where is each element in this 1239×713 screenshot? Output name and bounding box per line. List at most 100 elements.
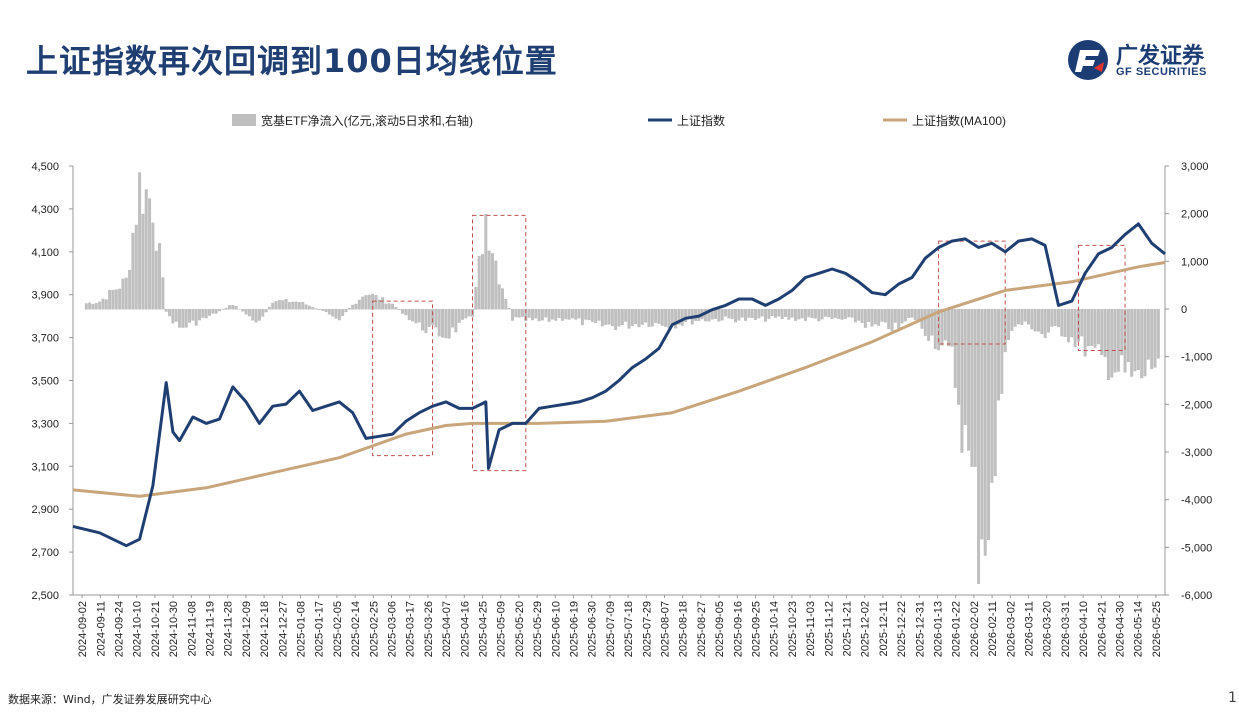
etf-flow-bar — [1017, 309, 1021, 325]
etf-flow-bar — [194, 309, 198, 326]
etf-flow-bar — [1023, 309, 1027, 322]
y-right-tick-label: -5,000 — [1181, 542, 1212, 554]
x-tick-label: 2026-04-10 — [1078, 601, 1090, 657]
etf-flow-bar — [437, 309, 441, 337]
etf-flow-bar — [381, 297, 385, 310]
ma100-line — [72, 261, 1166, 498]
etf-flow-bar — [517, 309, 521, 318]
etf-flow-bar — [284, 298, 288, 310]
etf-flow-bar — [417, 309, 421, 323]
etf-flow-bar — [840, 309, 844, 320]
etf-flow-bar — [464, 309, 468, 319]
etf-flow-bar — [817, 309, 821, 322]
etf-flow-bar — [131, 232, 135, 310]
etf-flow-bar — [1120, 309, 1124, 356]
x-tick-label: 2025-04-16 — [459, 601, 471, 657]
etf-flow-bar — [677, 309, 681, 325]
page-title: 上证指数再次回调到100日均线位置 — [26, 42, 558, 80]
etf-flow-bar — [647, 309, 651, 327]
etf-flow-bar — [134, 224, 138, 310]
x-tick-label: 2025-03-17 — [405, 601, 417, 657]
etf-flow-bar — [158, 243, 162, 310]
etf-flow-bar — [1050, 309, 1054, 327]
etf-flow-bar — [98, 301, 102, 310]
etf-flow-bar — [441, 309, 445, 338]
etf-flow-bar — [457, 309, 461, 323]
etf-flow-bar — [1090, 309, 1094, 346]
etf-flow-bar — [970, 309, 974, 467]
etf-flow-bar — [510, 309, 514, 321]
etf-flow-bar — [530, 309, 534, 321]
x-tick-label: 2024-12-27 — [277, 601, 289, 657]
etf-flow-bar — [567, 309, 571, 320]
etf-flow-bar — [597, 309, 601, 321]
etf-flow-bar — [943, 309, 947, 341]
etf-flow-bar — [527, 309, 531, 318]
etf-flow-bar — [241, 309, 245, 312]
x-tick-label: 2025-11-12 — [823, 601, 835, 656]
etf-flow-bar — [913, 309, 917, 321]
etf-flow-bar — [757, 309, 761, 319]
etf-flow-bar — [524, 309, 528, 322]
etf-flow-bar — [973, 309, 977, 467]
etf-flow-bar — [880, 309, 884, 322]
x-tick-label: 2026-05-25 — [1151, 601, 1163, 657]
etf-flow-bar — [620, 309, 624, 326]
x-tick-label: 2026-01-13 — [933, 601, 945, 657]
etf-flow-bar — [261, 309, 265, 317]
etf-flow-bar — [411, 309, 415, 322]
etf-flow-bar — [710, 309, 714, 320]
etf-flow-bar — [1020, 309, 1024, 325]
etf-flow-bar — [1007, 309, 1011, 340]
x-tick-label: 2026-02-11 — [987, 601, 999, 656]
y-left-tick-label: 3,100 — [31, 461, 59, 473]
y-right-tick-label: 1,000 — [1181, 256, 1209, 268]
x-tick-label: 2025-05-29 — [532, 601, 544, 657]
x-tick-label: 2025-02-25 — [368, 601, 380, 657]
etf-flow-bar — [481, 254, 484, 310]
etf-flow-bar — [347, 308, 351, 310]
etf-flow-bar — [401, 309, 405, 314]
etf-flow-bar — [600, 309, 604, 327]
etf-flow-bar — [574, 309, 578, 320]
etf-flow-bar — [903, 309, 907, 322]
highlight-box — [1077, 244, 1126, 351]
etf-flow-bar — [584, 309, 588, 320]
etf-flow-bar — [454, 309, 458, 333]
y-right-tick-label: -2,000 — [1181, 399, 1212, 411]
etf-flow-bar — [950, 309, 954, 347]
etf-flow-bar — [201, 309, 205, 318]
etf-flow-bar — [614, 309, 618, 331]
etf-flow-bar — [870, 309, 874, 327]
x-tick-label: 2024-09-24 — [114, 601, 126, 657]
y-left-tick-label: 2,500 — [31, 590, 59, 602]
etf-flow-bar — [860, 309, 864, 324]
etf-flow-bar — [317, 309, 321, 310]
etf-flow-bar — [327, 309, 331, 315]
x-tick-label: 2025-01-08 — [296, 601, 308, 657]
etf-flow-bar — [687, 309, 691, 319]
etf-flow-bar — [244, 309, 248, 315]
etf-flow-bar — [1033, 309, 1037, 332]
etf-flow-bar — [760, 309, 764, 317]
etf-flow-bar — [361, 296, 365, 310]
etf-flow-bar — [184, 309, 188, 328]
etf-flow-bar — [494, 260, 498, 310]
etf-flow-bar — [217, 309, 221, 312]
etf-flow-bar — [933, 309, 937, 350]
etf-flow-bar — [267, 306, 271, 310]
x-tick-label: 2025-05-09 — [496, 601, 508, 657]
etf-flow-bar — [394, 306, 398, 310]
etf-flow-bar — [983, 309, 987, 556]
etf-flow-bar — [247, 309, 251, 317]
etf-flow-bar — [427, 309, 431, 327]
etf-flow-bar — [833, 309, 837, 318]
x-tick-label: 2025-02-05 — [332, 601, 344, 657]
x-tick-label: 2025-06-19 — [569, 601, 581, 657]
etf-flow-bar — [893, 309, 897, 323]
etf-flow-bar — [940, 309, 944, 346]
etf-flow-bar — [208, 309, 211, 316]
etf-flow-bar — [431, 309, 435, 325]
etf-flow-bar — [704, 309, 708, 322]
